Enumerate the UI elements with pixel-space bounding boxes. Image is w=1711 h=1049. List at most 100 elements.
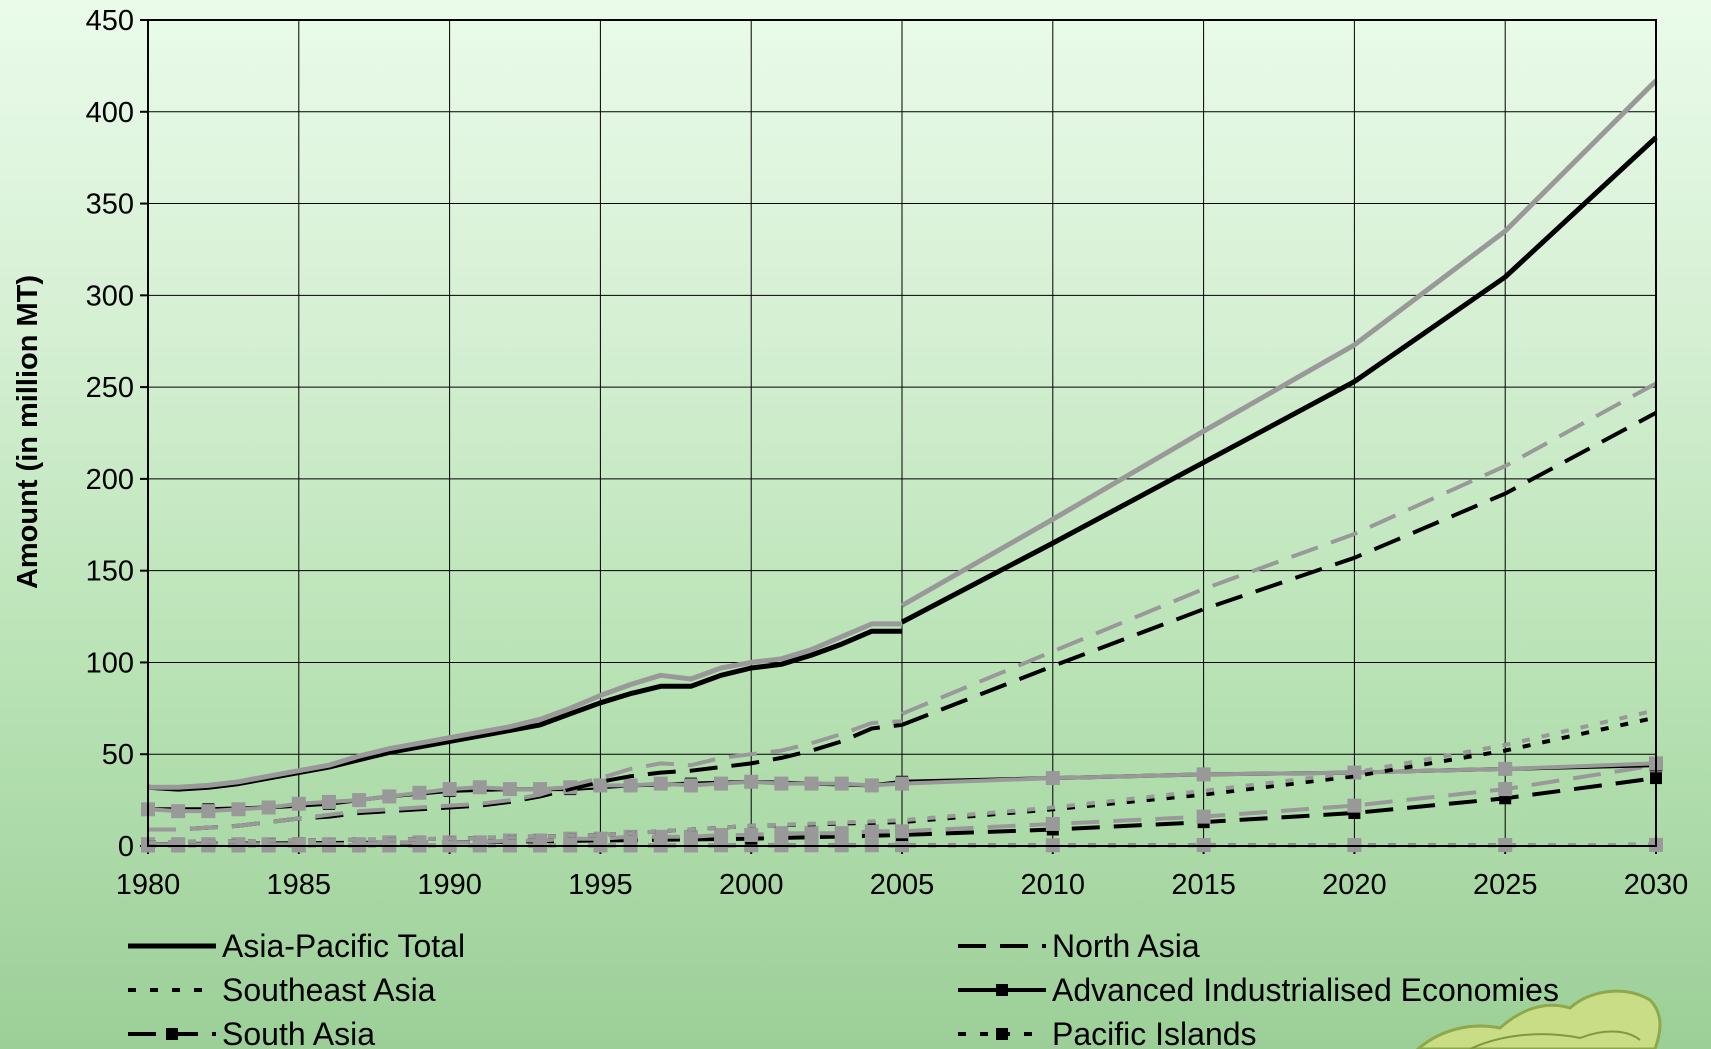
data-point-marker bbox=[321, 794, 336, 809]
data-point-marker bbox=[653, 776, 668, 791]
data-point-marker bbox=[1498, 761, 1513, 776]
data-point-marker bbox=[382, 789, 397, 804]
legend: Asia-Pacific Total North Asia Southeast As… bbox=[128, 928, 1559, 1049]
data-point-marker bbox=[1045, 771, 1060, 786]
data-point-marker bbox=[683, 778, 698, 793]
y-tick-label: 50 bbox=[102, 739, 134, 771]
series-line-projection bbox=[900, 78, 1658, 608]
series-line-projection bbox=[901, 381, 1657, 716]
series-asia-pacific-total-gray bbox=[148, 78, 1658, 790]
series-line-projection bbox=[901, 411, 1657, 727]
x-tick-label: 2005 bbox=[870, 869, 935, 901]
series-line-projection bbox=[900, 135, 1658, 625]
legend-swatch-marker bbox=[166, 1028, 178, 1040]
data-point-marker bbox=[593, 831, 608, 846]
y-tick-label: 300 bbox=[86, 280, 134, 312]
data-point-marker bbox=[291, 796, 306, 811]
y-axis-label: Amount (in million MT) bbox=[12, 275, 44, 589]
data-point-marker bbox=[623, 778, 638, 793]
legend-item: Southeast Asia bbox=[128, 972, 436, 1008]
data-point-marker bbox=[171, 837, 186, 852]
data-point-marker bbox=[834, 776, 849, 791]
data-point-marker bbox=[804, 826, 819, 841]
series-north-asia-gray bbox=[148, 381, 1657, 832]
legend-item: South Asia bbox=[128, 1016, 375, 1049]
data-point-marker bbox=[1045, 816, 1060, 831]
x-tick-label: 2020 bbox=[1322, 869, 1387, 901]
y-tick-label: 200 bbox=[86, 464, 134, 496]
data-point-marker bbox=[442, 782, 457, 797]
data-point-marker bbox=[864, 778, 879, 793]
data-point-marker bbox=[201, 837, 216, 852]
y-tick-label: 150 bbox=[86, 556, 134, 588]
x-tick-label: 2030 bbox=[1624, 869, 1689, 901]
data-point-marker bbox=[744, 827, 759, 842]
series-advanced-industrialised-economies-gray bbox=[141, 756, 1663, 819]
legend-swatch-marker bbox=[996, 1028, 1008, 1040]
data-point-marker bbox=[261, 800, 276, 815]
data-point-marker bbox=[201, 804, 216, 819]
data-point-marker bbox=[774, 826, 789, 841]
data-point-marker bbox=[774, 776, 789, 791]
y-tick-label: 250 bbox=[86, 372, 134, 404]
legend-label: Pacific Islands bbox=[1052, 1016, 1257, 1049]
series-line-historical bbox=[148, 621, 902, 790]
legend-label: Asia-Pacific Total bbox=[222, 928, 465, 964]
plot-frame bbox=[147, 19, 1657, 847]
data-point-marker bbox=[744, 774, 759, 789]
x-tick-label: 1985 bbox=[267, 869, 332, 901]
legend-item: North Asia bbox=[958, 928, 1200, 964]
legend-label: Advanced Industrialised Economies bbox=[1052, 972, 1559, 1008]
data-point-marker bbox=[171, 804, 186, 819]
x-tick-label: 2010 bbox=[1021, 869, 1086, 901]
y-tick-label: 0 bbox=[118, 831, 134, 863]
x-tick-label: 1990 bbox=[417, 869, 482, 901]
x-tick-label: 2025 bbox=[1473, 869, 1538, 901]
series-southeast-asia bbox=[147, 715, 1657, 845]
legend-label: North Asia bbox=[1052, 928, 1200, 964]
y-tick-label: 350 bbox=[86, 189, 134, 221]
series-line bbox=[147, 715, 1657, 845]
data-point-marker bbox=[231, 837, 246, 852]
legend-item: Asia-Pacific Total bbox=[128, 928, 465, 964]
data-point-marker bbox=[231, 802, 246, 817]
series-southeast-asia-gray bbox=[147, 708, 1657, 845]
data-point-marker bbox=[502, 782, 517, 797]
leaf-decoration-icon bbox=[1415, 989, 1662, 1049]
data-point-marker bbox=[683, 829, 698, 844]
data-point-marker bbox=[1196, 767, 1211, 782]
data-point-marker bbox=[895, 824, 909, 839]
data-point-marker bbox=[895, 776, 909, 791]
data-point-marker bbox=[472, 780, 487, 795]
y-axis-ticks: 0 50 100 150 200 250 300 350 400 450 bbox=[86, 5, 148, 863]
x-tick-label: 2015 bbox=[1171, 869, 1236, 901]
x-tick-label: 1995 bbox=[568, 869, 633, 901]
data-point-marker bbox=[593, 778, 608, 793]
x-axis-ticks: 1980 1985 1990 1995 2000 2005 2010 2015 2020 2025… bbox=[116, 846, 1689, 901]
legend-swatch-marker bbox=[996, 984, 1008, 996]
data-point-marker bbox=[653, 829, 668, 844]
legend-item: Advanced Industrialised Economies bbox=[958, 972, 1559, 1008]
x-tick-label: 1980 bbox=[116, 869, 181, 901]
data-point-marker bbox=[1347, 798, 1362, 813]
data-point-marker bbox=[714, 776, 729, 791]
data-point-marker bbox=[1196, 809, 1211, 824]
data-point-marker bbox=[412, 785, 427, 800]
series-line bbox=[147, 708, 1657, 845]
y-tick-label: 450 bbox=[86, 5, 134, 37]
y-tick-label: 100 bbox=[86, 647, 134, 679]
y-tick-label: 400 bbox=[86, 97, 134, 129]
data-point-marker bbox=[864, 824, 879, 839]
legend-label: Southeast Asia bbox=[222, 972, 436, 1008]
data-point-marker bbox=[834, 826, 849, 841]
data-point-marker bbox=[352, 793, 367, 808]
data-point-marker bbox=[714, 827, 729, 842]
series-line-historical bbox=[148, 719, 903, 832]
x-tick-label: 2000 bbox=[719, 869, 784, 901]
legend-label: South Asia bbox=[222, 1016, 375, 1049]
legend-item: Pacific Islands bbox=[958, 1016, 1257, 1049]
data-point-marker bbox=[1498, 782, 1513, 797]
data-point-marker bbox=[533, 833, 548, 848]
data-point-marker bbox=[804, 776, 819, 791]
